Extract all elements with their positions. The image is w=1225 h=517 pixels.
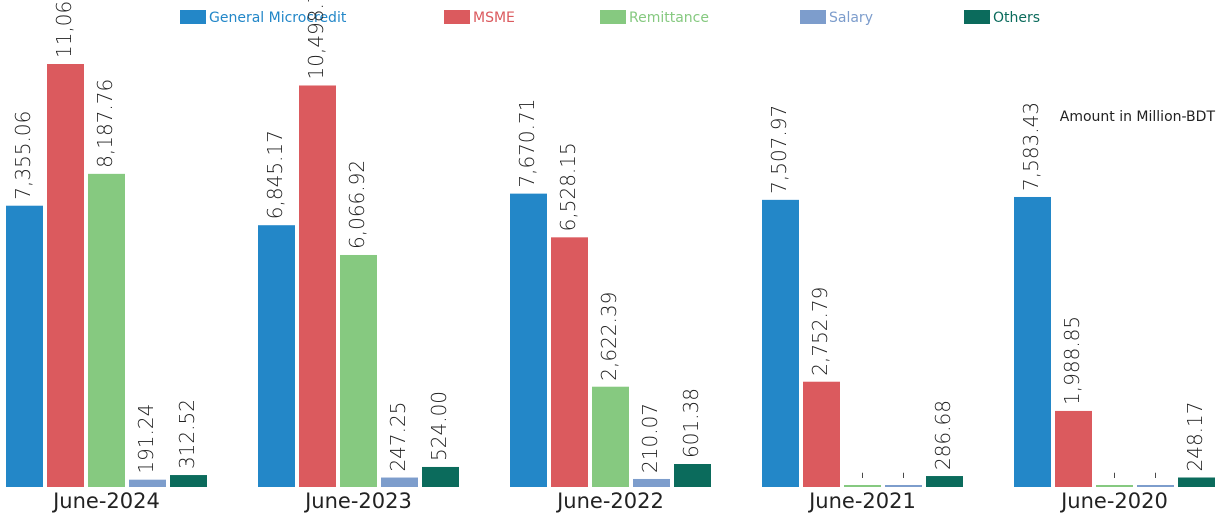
x-tick-label: June-2022: [555, 489, 664, 513]
empty-bar: [1137, 485, 1174, 487]
bar: [299, 85, 336, 487]
value-label: 312.52: [175, 399, 199, 469]
value-label: 8,187.76: [93, 79, 117, 168]
value-label: 191.24: [134, 404, 158, 474]
empty-bar: [885, 485, 922, 487]
value-label: 6,528.15: [556, 142, 580, 231]
legend-label: Others: [993, 10, 1040, 26]
value-label: 524.00: [427, 391, 451, 461]
value-label: 1,988.85: [1060, 316, 1084, 405]
value-label: 601.38: [679, 388, 703, 458]
bar: [88, 173, 125, 488]
bar: [1178, 477, 1215, 487]
value-label: 2,622.39: [597, 292, 621, 381]
legend-label: Salary: [829, 10, 873, 26]
empty-bar: [1096, 485, 1133, 487]
bar: [1014, 196, 1051, 487]
legend-swatch: [800, 10, 826, 24]
legend-swatch: [180, 10, 206, 24]
value-label: 10,498.70: [304, 0, 328, 79]
value-label: 286.68: [931, 400, 955, 470]
value-label: 6,845.17: [263, 130, 287, 219]
bar: [129, 479, 166, 487]
value-label: 2,752.79: [808, 287, 832, 376]
bar: [381, 477, 418, 487]
bar: [170, 475, 207, 487]
value-label: -: [890, 472, 914, 479]
annotation: Amount in Million-BDT: [1060, 109, 1216, 125]
value-label: 7,355.06: [11, 111, 35, 200]
x-tick-label: June-2023: [303, 489, 412, 513]
legend-label: General Microcredit: [209, 10, 347, 26]
x-tick-label: June-2020: [1059, 489, 1168, 513]
x-tick-label: June-2024: [51, 489, 160, 513]
bar: [762, 199, 799, 488]
bar: [6, 205, 43, 487]
value-label: 210.07: [638, 403, 662, 473]
legend-swatch: [444, 10, 470, 24]
bar: [592, 386, 629, 487]
bar: [551, 237, 588, 487]
empty-bar: [844, 485, 881, 487]
bar: [47, 64, 84, 487]
legend-swatch: [600, 10, 626, 24]
value-label: -: [849, 472, 873, 479]
value-label: 247.25: [386, 402, 410, 472]
legend-label: MSME: [473, 10, 515, 26]
bar: [803, 381, 840, 487]
value-label: 7,583.43: [1019, 102, 1043, 191]
value-label: -: [1142, 472, 1166, 479]
value-label: 7,670.71: [515, 99, 539, 188]
bar: [633, 478, 670, 487]
bar: [258, 225, 295, 487]
bar: [926, 476, 963, 487]
bar: [674, 464, 711, 487]
bar: [1055, 410, 1092, 487]
bar: [340, 254, 377, 487]
value-label: 7,507.97: [767, 105, 791, 194]
x-tick-label: June-2021: [807, 489, 916, 513]
value-label: -: [1101, 472, 1125, 479]
legend-swatch: [964, 10, 990, 24]
bar: [510, 193, 547, 487]
legend-label: Remittance: [629, 10, 709, 26]
value-label: 6,066.92: [345, 160, 369, 249]
value-label: 11,060.49: [52, 0, 76, 58]
value-label: 248.17: [1183, 402, 1207, 472]
bar: [422, 466, 459, 487]
